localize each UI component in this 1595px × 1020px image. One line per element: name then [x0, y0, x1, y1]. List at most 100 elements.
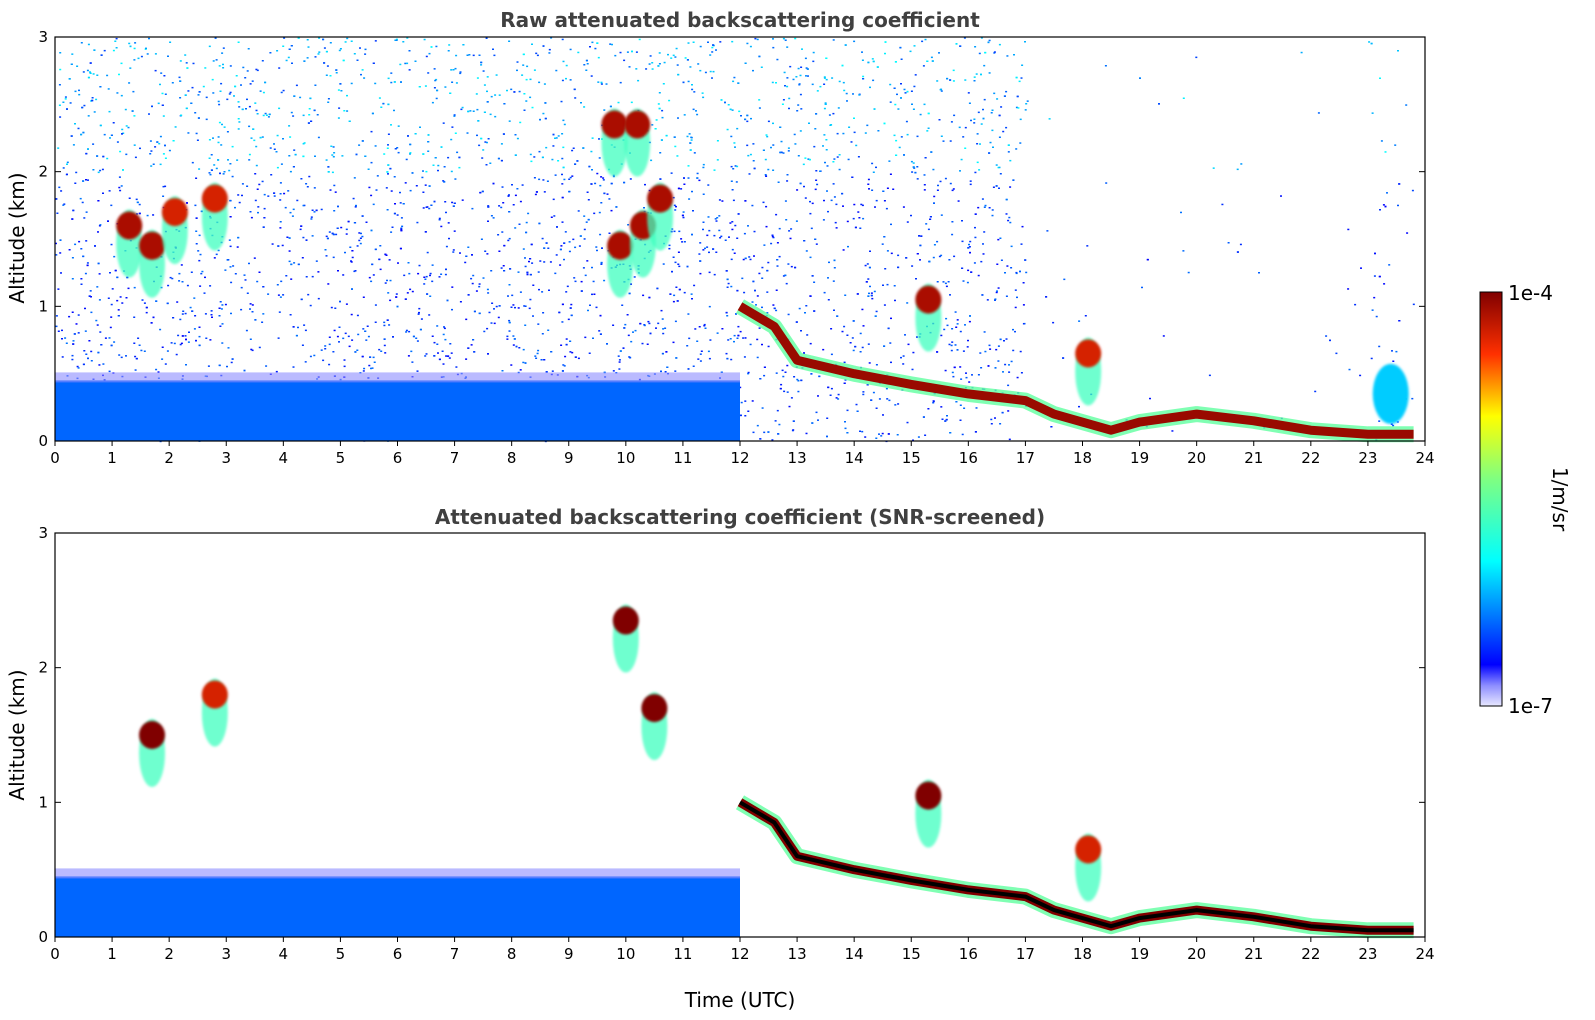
cloud-layer-saturated [738, 800, 1414, 933]
x-tick-label: 14 [845, 945, 864, 963]
chart-title: Raw attenuated backscattering coefficien… [500, 8, 980, 32]
x-tick-label: 3 [221, 449, 231, 467]
x-tick-label: 20 [1187, 449, 1206, 467]
panel-snr-screened: Attenuated backscattering coefficient (S… [5, 505, 1435, 1012]
x-tick-label: 5 [336, 449, 346, 467]
y-tick-label: 2 [38, 659, 48, 677]
x-tick-label: 1 [107, 449, 117, 467]
cloud [161, 198, 188, 227]
cloud [601, 110, 628, 139]
x-axis-ticks: 0 1 2 3 4 5 6 7 8 9 10 11 12 13 14 15 16 17 18 19 20 21 22 23 24 [50, 441, 1435, 467]
cloud [116, 211, 143, 240]
x-tick-label: 13 [788, 449, 807, 467]
x-tick-label: 4 [279, 945, 289, 963]
boundary-layer-top [55, 372, 740, 383]
y-tick-label: 0 [38, 432, 48, 450]
x-tick-label: 8 [507, 449, 517, 467]
cloud [607, 231, 634, 260]
colorbar: 1e-4 1e-7 1/m/sr [1479, 281, 1572, 718]
plot-area [54, 532, 1426, 939]
x-tick-label: 18 [1073, 945, 1092, 963]
x-tick-label: 22 [1301, 449, 1320, 467]
cloud [1075, 339, 1102, 368]
cloud [1075, 835, 1102, 864]
y-tick-label: 1 [38, 297, 48, 315]
x-tick-label: 24 [1415, 449, 1434, 467]
x-tick-label: 19 [1130, 945, 1149, 963]
cloud [201, 680, 228, 709]
panel-raw: Raw attenuated backscattering coefficien… [5, 8, 1435, 467]
cloud [647, 184, 674, 213]
boundary-layer-top [55, 868, 740, 879]
x-tick-label: 20 [1187, 945, 1206, 963]
x-tick-label: 21 [1244, 945, 1263, 963]
x-tick-label: 7 [450, 449, 460, 467]
x-tick-label: 16 [959, 449, 978, 467]
x-tick-label: 2 [164, 945, 174, 963]
x-tick-label: 10 [616, 945, 635, 963]
x-tick-label: 17 [1016, 945, 1035, 963]
x-tick-label: 22 [1301, 945, 1320, 963]
x-tick-label: 5 [336, 945, 346, 963]
colorbar-gradient [1479, 291, 1503, 707]
x-tick-label: 9 [564, 449, 574, 467]
x-tick-label: 8 [507, 945, 517, 963]
x-tick-label: 23 [1358, 945, 1377, 963]
boundary-layer [55, 876, 740, 937]
cloud [641, 694, 668, 723]
x-tick-label: 6 [393, 945, 403, 963]
x-tick-label: 18 [1073, 449, 1092, 467]
colorbar-label: 1/m/sr [1548, 467, 1572, 532]
x-tick-label: 2 [164, 449, 174, 467]
x-axis-label: Time (UTC) [684, 988, 796, 1012]
y-axis-label: Altitude (km) [5, 172, 29, 303]
x-tick-label: 16 [959, 945, 978, 963]
plot-area [54, 36, 1426, 443]
noise-speckle [55, 37, 1415, 443]
y-axis-ticks: 0 1 2 3 [38, 524, 1425, 946]
cloud [915, 781, 942, 810]
x-tick-label: 0 [50, 945, 60, 963]
backscatter-field [55, 604, 1414, 939]
y-tick-label: 3 [38, 524, 48, 542]
x-tick-label: 24 [1415, 945, 1434, 963]
x-tick-label: 21 [1244, 449, 1263, 467]
cloud [915, 285, 942, 314]
x-tick-label: 6 [393, 449, 403, 467]
x-tick-label: 11 [673, 449, 692, 467]
x-tick-label: 12 [730, 945, 749, 963]
y-tick-label: 1 [38, 793, 48, 811]
cloud [612, 606, 639, 635]
x-tick-label: 10 [616, 449, 635, 467]
x-tick-label: 1 [107, 945, 117, 963]
x-tick-label: 19 [1130, 449, 1149, 467]
y-tick-label: 0 [38, 928, 48, 946]
x-tick-label: 15 [902, 945, 921, 963]
x-tick-label: 17 [1016, 449, 1035, 467]
x-tick-label: 23 [1358, 449, 1377, 467]
x-tick-label: 4 [279, 449, 289, 467]
cloud-layer [737, 302, 1414, 439]
cloud [201, 184, 228, 213]
chart-title: Attenuated backscattering coefficient (S… [435, 505, 1045, 529]
x-tick-label: 13 [788, 945, 807, 963]
x-tick-label: 14 [845, 449, 864, 467]
y-tick-label: 3 [38, 28, 48, 46]
x-tick-label: 12 [730, 449, 749, 467]
colorbar-max-label: 1e-4 [1508, 281, 1553, 305]
x-tick-label: 9 [564, 945, 574, 963]
boundary-layer [55, 380, 740, 441]
x-axis-ticks: 0 1 2 3 4 5 6 7 8 9 10 11 12 13 14 15 16 17 18 19 20 21 22 23 24 [50, 937, 1435, 963]
colorbar-min-label: 1e-7 [1508, 694, 1553, 718]
x-tick-label: 7 [450, 945, 460, 963]
y-axis-ticks: 0 1 2 3 [38, 28, 1425, 450]
y-tick-label: 2 [38, 163, 48, 181]
y-axis-label: Altitude (km) [5, 669, 29, 800]
x-tick-label: 0 [50, 449, 60, 467]
cloud [624, 110, 651, 139]
backscatter-field [55, 108, 1414, 443]
x-tick-label: 3 [221, 945, 231, 963]
aerosol-layer [1372, 363, 1409, 424]
cloud [139, 231, 166, 260]
